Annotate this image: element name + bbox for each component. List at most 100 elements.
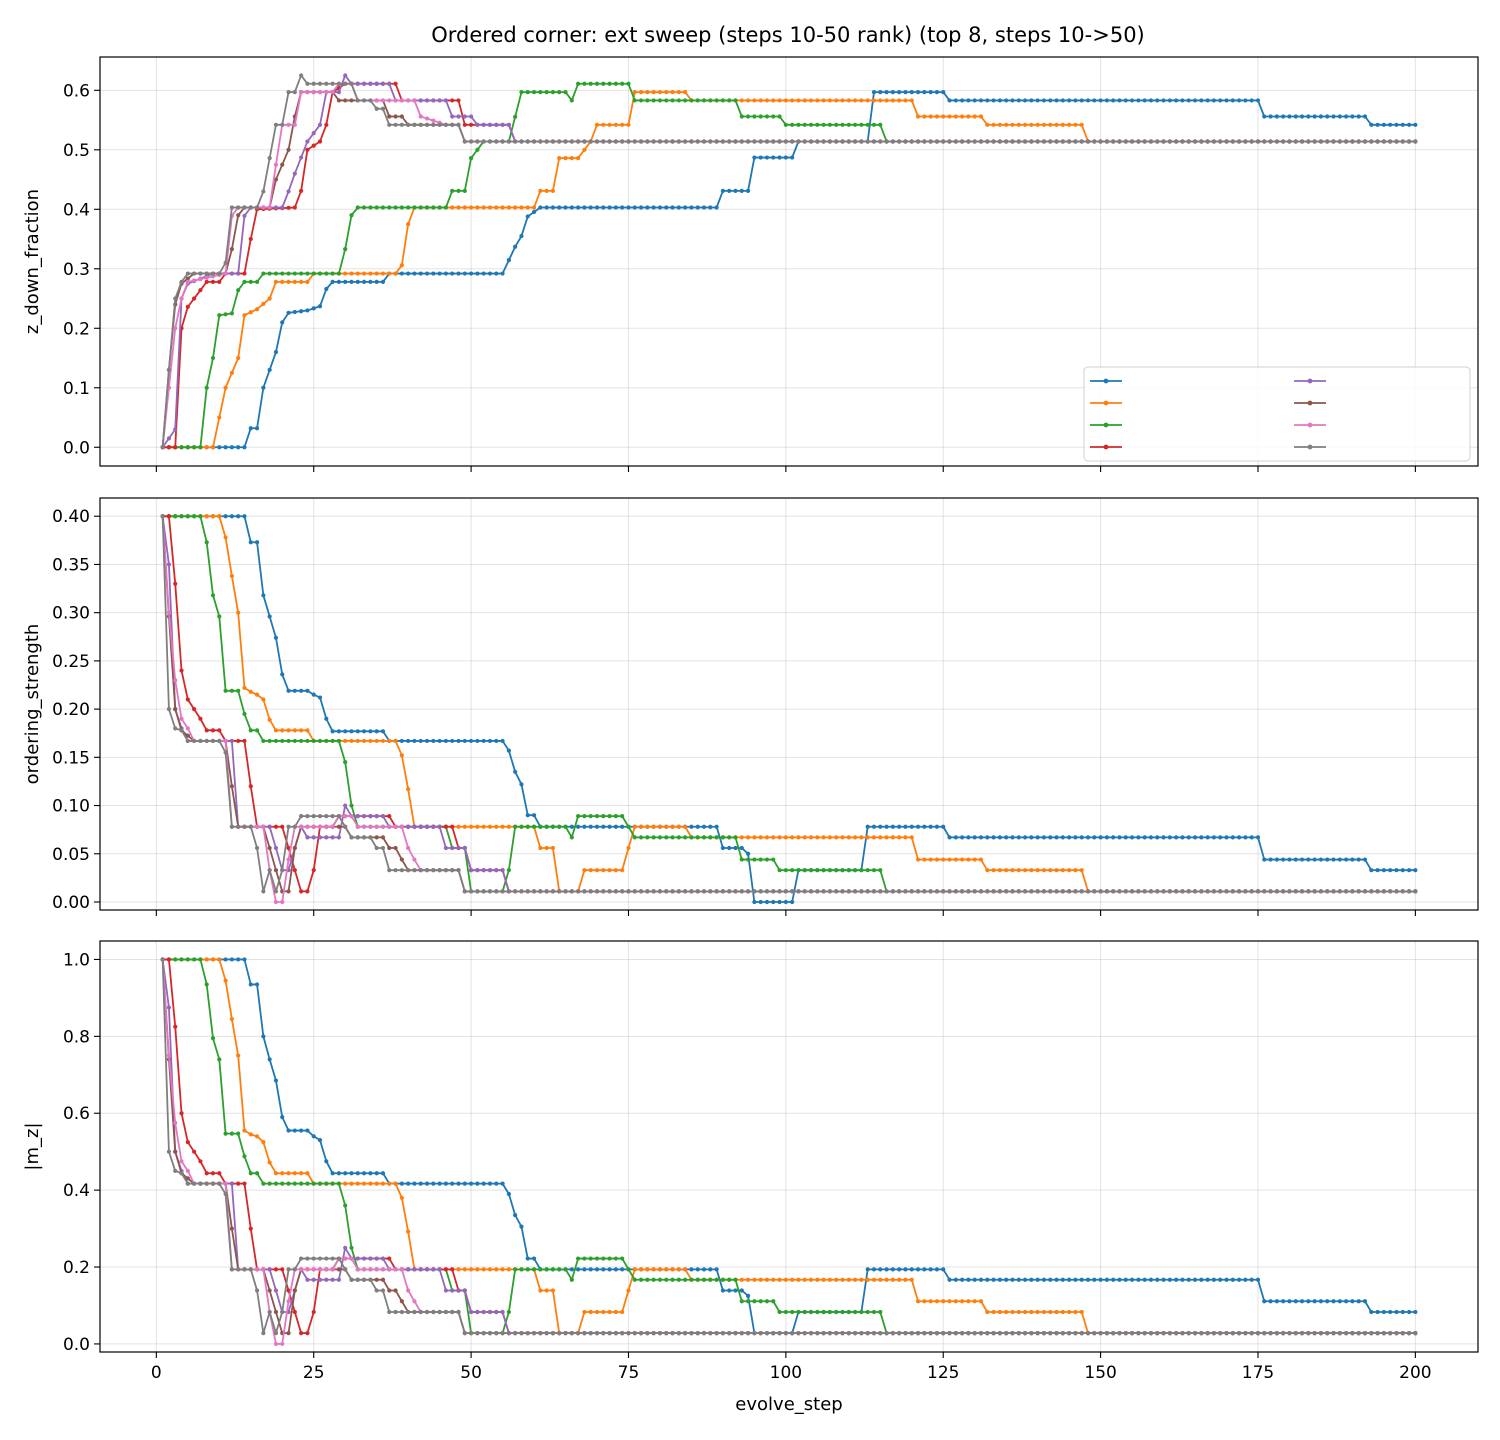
series-point [361, 1277, 367, 1282]
series-point [626, 81, 631, 86]
series-point [941, 114, 946, 119]
series-point [324, 286, 329, 292]
series-point [1211, 1331, 1217, 1336]
series-point [1281, 1331, 1286, 1336]
series-point [865, 1331, 870, 1336]
series-point [563, 1267, 568, 1272]
series-point [865, 1309, 870, 1315]
series-point [582, 81, 587, 86]
series-point [242, 1154, 247, 1159]
series-point [890, 824, 895, 829]
series-point [859, 835, 864, 840]
series-point [928, 824, 933, 829]
series-point [985, 1309, 990, 1315]
series-point [1054, 139, 1059, 144]
series-point [450, 868, 455, 873]
y-tick-label: 0.25 [52, 652, 90, 672]
series-point [185, 1181, 190, 1186]
series-point [1022, 139, 1028, 144]
series-point [708, 889, 713, 894]
series-point [1048, 835, 1053, 840]
series-point [242, 205, 247, 210]
series-point [475, 1331, 480, 1336]
series-point [519, 1331, 524, 1336]
series-point [771, 114, 776, 119]
legend-item-1 [1090, 378, 1122, 384]
series-point [336, 835, 341, 840]
series-point [349, 279, 354, 284]
series-point [355, 1267, 360, 1272]
series-point [1035, 889, 1040, 894]
series-point [248, 310, 253, 315]
series-point [210, 514, 216, 519]
series-point [613, 122, 618, 127]
series-point [878, 1331, 883, 1336]
series-point [683, 824, 688, 829]
series-point [443, 738, 449, 744]
series-point [160, 514, 165, 519]
series-point [223, 535, 228, 540]
series-point [764, 857, 770, 862]
series-point [557, 889, 562, 894]
series-point [254, 1267, 260, 1272]
series-point [1148, 1331, 1154, 1336]
series-point [638, 889, 644, 894]
series-point [1117, 889, 1122, 894]
series-point [903, 1267, 908, 1272]
series-point [1186, 98, 1191, 103]
series-point [676, 889, 681, 894]
series-point [248, 205, 253, 210]
series-point [324, 1277, 329, 1282]
series-point [1041, 835, 1047, 840]
series-point [305, 728, 310, 733]
series-point [349, 814, 354, 819]
series-point [217, 1171, 222, 1176]
series-point [531, 90, 537, 95]
series-point [947, 114, 952, 119]
series-point [443, 1288, 449, 1293]
series-point [217, 614, 222, 619]
series-point [953, 857, 958, 862]
series-point [261, 593, 266, 598]
series-point [506, 889, 511, 894]
series-point [343, 271, 348, 276]
legend-item-3 [1090, 422, 1122, 428]
series-point [1268, 1299, 1273, 1304]
series-point [267, 738, 272, 744]
series-point [651, 835, 656, 840]
series-point [387, 1288, 392, 1293]
series-point [834, 122, 839, 127]
series-point [292, 728, 297, 733]
series-point [1356, 1331, 1361, 1336]
series-point [481, 1181, 486, 1186]
series-point [311, 143, 316, 148]
series-point [978, 1299, 984, 1304]
series-point [1337, 857, 1342, 862]
series-point [645, 205, 650, 210]
series-point [651, 90, 656, 95]
series-point [884, 889, 889, 894]
y-tick-label: 0.40 [52, 507, 90, 527]
series-point [286, 147, 291, 152]
series-point [506, 748, 511, 753]
series-point [771, 98, 776, 103]
series-point [261, 1267, 266, 1272]
series-point [475, 1309, 480, 1315]
series-point [1129, 835, 1135, 840]
series-point [513, 114, 518, 119]
legend-marker [1307, 444, 1313, 450]
series-point [424, 271, 430, 276]
series-point [1098, 1277, 1103, 1282]
series-point [588, 1256, 593, 1261]
series-point [343, 803, 348, 808]
series-point [651, 889, 656, 894]
series-point [229, 1016, 234, 1022]
series-point [324, 90, 329, 95]
series-point [834, 1277, 839, 1282]
series-point [821, 868, 826, 873]
series-point [299, 688, 304, 693]
series-point [1180, 835, 1185, 840]
series-point [701, 98, 707, 103]
series-point [758, 98, 763, 103]
series-point [531, 1267, 537, 1272]
